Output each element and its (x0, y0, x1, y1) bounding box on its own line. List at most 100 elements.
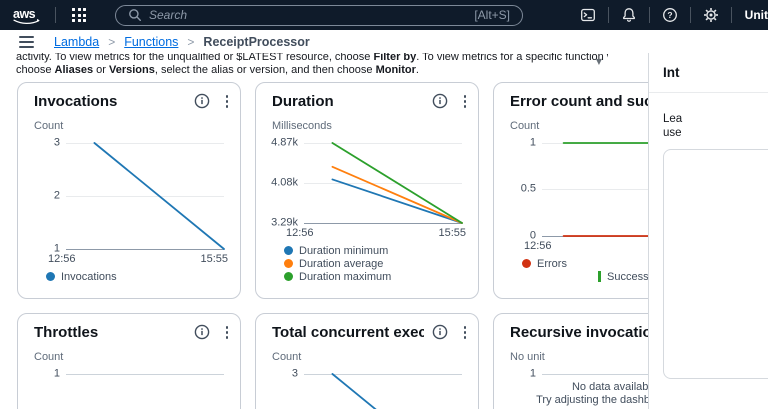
metric-card-error-success: Error count and succes... CountNo unit10… (493, 82, 648, 299)
chart-duration[interactable]: Milliseconds 4.87k 4.08k 3.29k 12:56 15:55 Dur… (271, 120, 466, 283)
series-lines (304, 374, 462, 409)
tick-label: 0 (529, 229, 536, 241)
divider (649, 92, 768, 93)
breadcrumb-link-lambda[interactable]: Lambda (54, 34, 100, 49)
no-data-message: No data available.Try adjusting the dash… (536, 380, 648, 409)
chart-units: Count (272, 350, 302, 363)
chart-invocations[interactable]: Count 3 2 1 12:56 15:55 Invocations (34, 120, 228, 283)
tick-label: 2 (53, 189, 60, 201)
plot-area[interactable] (66, 373, 224, 409)
gridline (304, 222, 462, 224)
chevron-down-icon[interactable]: ▼ (595, 57, 602, 66)
top-navigation: aws Search [Alt+S] (0, 0, 768, 30)
legend-item-duration-maximum[interactable]: Duration maximum (284, 271, 462, 283)
series-lines (66, 143, 224, 249)
chart-units: Count (34, 350, 64, 363)
info-icon[interactable] (432, 93, 448, 109)
search-placeholder: Search (149, 8, 188, 22)
tick-label: 4.08k (271, 176, 298, 188)
gridline (304, 142, 462, 144)
kebab-menu-icon[interactable] (224, 323, 231, 342)
metric-card-concurrent-executions: Total concurrent execut... Count 3 (255, 313, 479, 409)
chart-throttles[interactable]: Count 1 (34, 351, 224, 409)
info-icon[interactable] (194, 324, 210, 340)
plot-area[interactable] (66, 142, 224, 250)
divider (730, 7, 732, 23)
plot-area[interactable] (304, 374, 462, 409)
metric-cards-grid: Invocations Count 3 2 1 12:56 15:55 Invocation… (17, 82, 648, 409)
left-axis: 1 (34, 368, 60, 409)
left-axis: 1 (510, 368, 536, 409)
legend-item-duration-average[interactable]: Duration average (284, 258, 462, 270)
legend-item-duration-minimum[interactable]: Duration minimum (284, 245, 462, 257)
chart-units: No unit (510, 350, 545, 363)
divider (607, 7, 609, 23)
breadcrumb-link-functions[interactable]: Functions (124, 34, 179, 49)
chart-error-success[interactable]: CountNo unit10.5010099.59912:5615:55Erro… (510, 120, 648, 283)
svg-text:aws: aws (13, 7, 36, 21)
tick-label: 3 (53, 136, 60, 148)
gridline (66, 248, 224, 250)
plot-area[interactable] (304, 142, 462, 224)
plot-area[interactable] (542, 143, 648, 237)
hamburger-menu-icon[interactable] (16, 33, 37, 51)
gear-icon (703, 8, 718, 22)
gridline (304, 373, 462, 375)
help-button[interactable]: ? (650, 0, 690, 30)
gridline (542, 189, 648, 190)
apps-grid-icon[interactable] (68, 4, 90, 26)
gridline (66, 142, 224, 144)
divider (55, 7, 56, 23)
card-title: Duration (272, 92, 334, 110)
chart-legend: Duration minimum Duration average Duration… (284, 245, 462, 283)
notifications-button[interactable] (609, 0, 649, 30)
card-title: Invocations (34, 92, 118, 110)
legend-dot-marker (522, 259, 531, 268)
kebab-menu-icon[interactable] (462, 323, 469, 342)
aws-logo[interactable]: aws (12, 6, 44, 25)
metrics-dashboard: activity. To view metrics for the unqual… (0, 53, 648, 409)
region-selector[interactable]: Unit (744, 8, 768, 22)
tick-label: 1 (529, 136, 536, 148)
gridline (66, 373, 224, 375)
legend-bar-marker (598, 271, 601, 282)
info-icon[interactable] (432, 324, 448, 340)
series-duration-maximum (332, 143, 462, 223)
kebab-menu-icon[interactable] (224, 92, 231, 111)
help-panel-box (663, 149, 768, 379)
legend-item-invocations[interactable]: Invocations (46, 271, 224, 283)
divider (689, 7, 691, 23)
tick-label: 0.5 (520, 182, 536, 195)
chart-units: CountNo unit (510, 119, 540, 132)
tick-label: 4.87k (271, 136, 298, 148)
left-axis: 3 2 1 (34, 137, 60, 254)
settings-button[interactable] (691, 0, 731, 30)
plot-area[interactable]: No data available.Try adjusting the dash… (536, 373, 648, 409)
chart-recursive-invocations[interactable]: No unit 1No data available.Try adjusting … (510, 351, 648, 409)
cloudshell-button[interactable] (568, 0, 608, 30)
tick-label: 1 (53, 367, 60, 379)
search-shortcut: [Alt+S] (474, 8, 510, 22)
gridline (304, 182, 462, 184)
gridline (542, 373, 648, 375)
legend-dot-marker (284, 246, 293, 255)
metric-card-recursive-invocations: Recursive invocations ... No unit 1No dat… (493, 313, 648, 409)
divider (648, 7, 650, 23)
tick-label: 3.29k (271, 216, 298, 228)
info-icon[interactable] (194, 93, 210, 109)
legend-dot-marker (46, 272, 55, 281)
main-content: activity. To view metrics for the unqual… (0, 53, 768, 409)
legend-item-errors[interactable]: Errors (522, 258, 648, 270)
breadcrumb: Lambda > Functions > ReceiptProcessor (0, 30, 768, 53)
chart-concurrent-executions[interactable]: Count 3 (272, 351, 462, 409)
kebab-menu-icon[interactable] (462, 92, 469, 111)
search-input[interactable]: Search [Alt+S] (115, 4, 523, 26)
legend-dot-marker (284, 272, 293, 281)
series-duration-average (332, 166, 462, 222)
metric-card-duration: Duration Milliseconds 4.87k 4.08k 3.29k 12:5… (255, 82, 479, 299)
search-icon (129, 9, 142, 22)
chevron-right-icon: > (108, 34, 116, 49)
legend-item-success-rate-[interactable]: Success rate (%) (598, 271, 648, 283)
